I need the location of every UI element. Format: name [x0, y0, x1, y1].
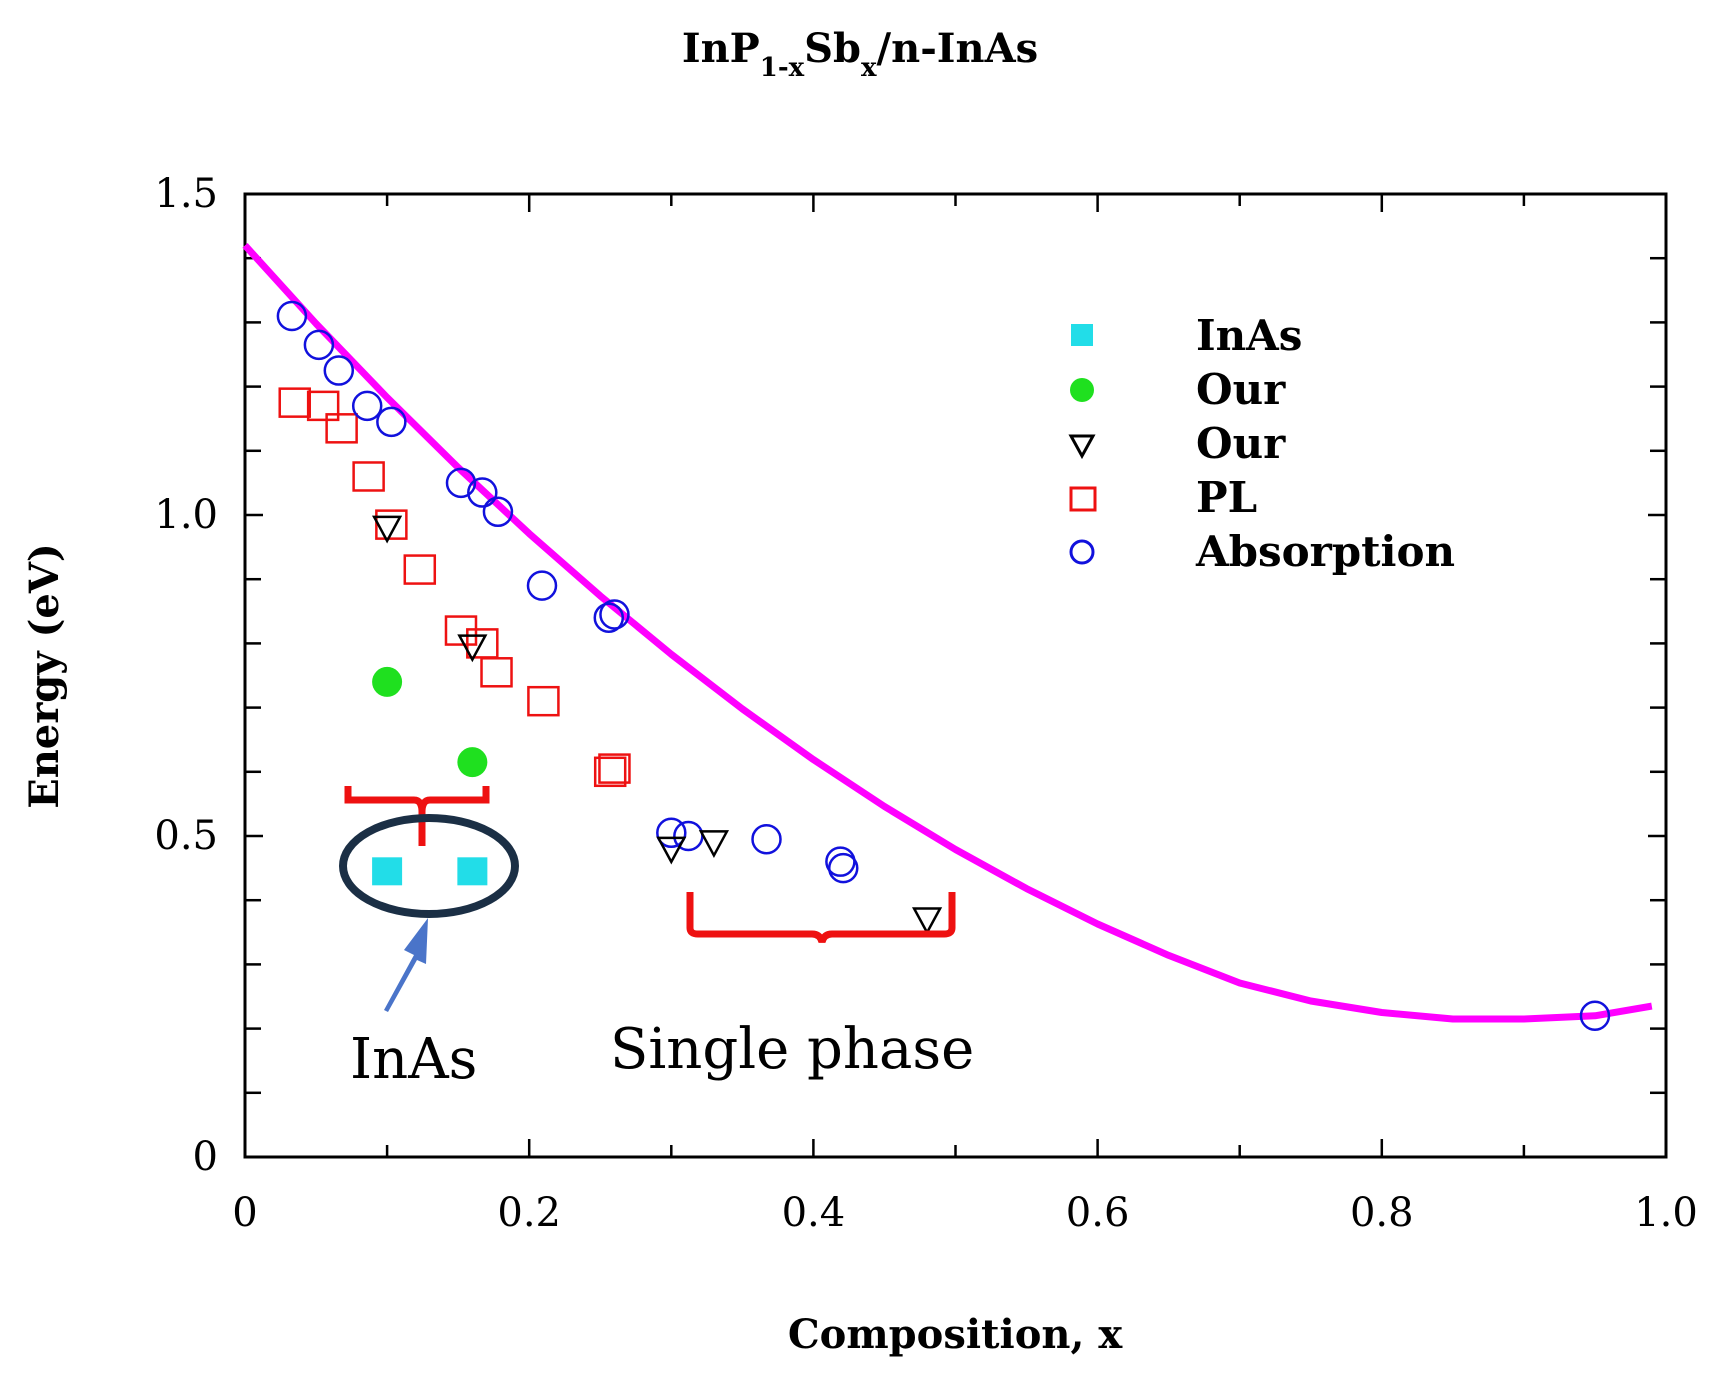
title-suffix: /n-InAs — [877, 25, 1039, 72]
annotation-inas-label: InAs — [350, 1027, 477, 1092]
y-tick-label: 0.5 — [154, 813, 218, 859]
point-absorption — [599, 599, 630, 630]
point-pl — [325, 413, 358, 444]
x-tick-label: 0.2 — [497, 1190, 561, 1236]
inas-arrow — [384, 918, 428, 1012]
point-absorption — [445, 467, 477, 499]
point-absorption — [323, 355, 355, 386]
point-our-filled — [372, 666, 403, 697]
annotation-inas-group: InAs — [339, 786, 519, 1092]
legend-marker-our-triangle — [1068, 434, 1096, 460]
point-absorption — [303, 329, 335, 361]
x-tick-label: 1.0 — [1634, 1190, 1698, 1236]
point-our-triangle — [911, 907, 943, 936]
point-our-triangle — [698, 830, 730, 859]
title-sub2: x — [861, 53, 877, 83]
legend: InAs Our Our PL Absorption — [1068, 311, 1455, 576]
legend-label-our-triangle: Our — [1196, 419, 1286, 468]
point-absorption — [751, 823, 782, 855]
point-absorption — [593, 602, 625, 633]
point-our-filled — [457, 747, 488, 778]
y-tick-label: 0 — [193, 1134, 218, 1180]
point-absorption — [376, 406, 407, 438]
title-middle: Sb — [804, 25, 861, 72]
legend-label-inas: InAs — [1196, 311, 1302, 360]
tick-marks — [245, 194, 1666, 1157]
point-inas — [457, 857, 488, 886]
point-pl — [375, 509, 408, 540]
point-pl — [278, 387, 311, 418]
data-points-layer — [276, 300, 1611, 1032]
point-pl — [403, 554, 437, 585]
point-our-triangle — [372, 515, 403, 544]
y-axis-label: Energy (eV) — [21, 543, 68, 809]
point-absorption — [276, 300, 308, 332]
y-tick-label: 1.5 — [154, 171, 218, 217]
x-tick-label: 0.8 — [1350, 1190, 1414, 1236]
point-absorption — [656, 817, 687, 849]
single-phase-brace — [686, 892, 956, 944]
point-pl — [598, 753, 631, 784]
inas-brace — [344, 786, 490, 846]
chart-title: InP1-xSbx/n-InAs — [682, 25, 1038, 83]
annotation-single-phase-group: Single phase — [610, 892, 974, 1082]
point-absorption — [467, 477, 498, 508]
fit-curve — [242, 243, 1653, 1023]
x-tick-label: 0.6 — [1066, 1190, 1130, 1236]
point-pl — [527, 685, 560, 717]
legend-label-pl: PL — [1196, 473, 1257, 522]
plot-frame — [243, 192, 1668, 1159]
point-pl — [593, 756, 627, 788]
legend-label-absorption: Absorption — [1195, 527, 1455, 576]
point-our-triangle — [457, 634, 488, 663]
point-inas — [372, 857, 403, 886]
point-our-triangle — [656, 836, 687, 865]
legend-marker-absorption — [1069, 539, 1095, 565]
x-tick-label: 0.4 — [782, 1190, 846, 1236]
point-absorption — [673, 820, 704, 852]
point-absorption — [1579, 1000, 1611, 1032]
y-tick-labels: 0 0.5 1.0 1.5 — [154, 171, 218, 1180]
x-tick-label: 0 — [232, 1190, 257, 1236]
legend-marker-inas — [1071, 324, 1093, 346]
y-tick-label: 1.0 — [154, 492, 218, 538]
point-absorption — [526, 570, 558, 601]
legend-marker-pl — [1069, 486, 1097, 512]
x-tick-labels: 0 0.2 0.4 0.6 0.8 1.0 — [232, 1190, 1698, 1236]
annotation-single-phase-label: Single phase — [610, 1017, 974, 1082]
point-absorption — [827, 852, 859, 884]
title-prefix: InP — [682, 25, 760, 72]
point-pl — [480, 657, 513, 688]
point-pl — [306, 390, 340, 422]
legend-label-our-filled: Our — [1196, 365, 1286, 414]
point-absorption — [351, 390, 383, 422]
fit-curve-layer — [242, 243, 1653, 1023]
inas-ellipse — [339, 814, 519, 918]
x-axis-label: Composition, x — [788, 1311, 1123, 1358]
point-pl — [352, 461, 385, 492]
title-sub1: 1-x — [760, 53, 805, 83]
point-absorption — [482, 496, 514, 528]
legend-marker-our-filled — [1070, 378, 1094, 402]
